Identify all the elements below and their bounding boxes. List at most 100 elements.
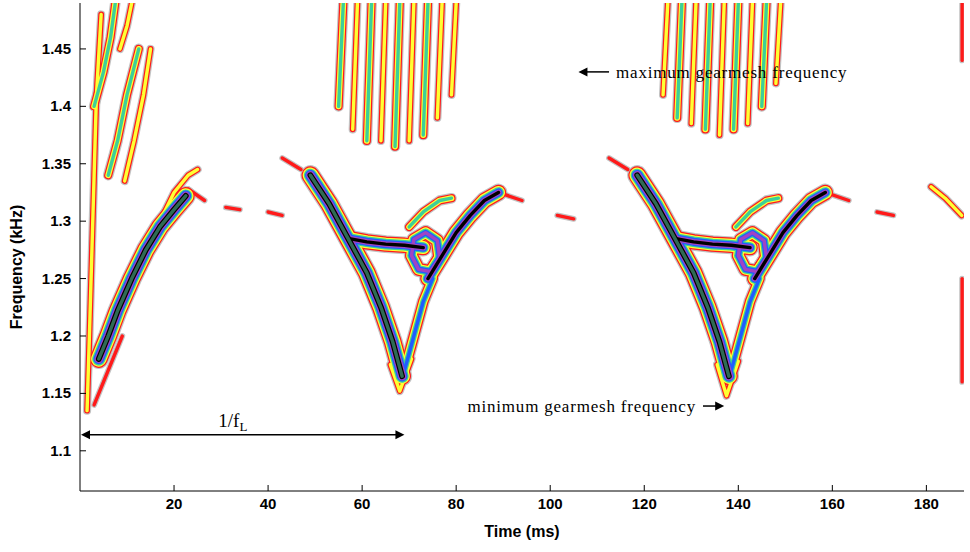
contour-level bbox=[637, 175, 729, 376]
y-tick bbox=[80, 221, 86, 222]
annotation: maximum gearmesh frequency bbox=[616, 63, 847, 82]
contour-level bbox=[404, 279, 432, 371]
y-tick-label: 1.2 bbox=[50, 327, 71, 344]
x-tick-label: 100 bbox=[538, 495, 563, 512]
contour-level bbox=[409, 3, 414, 141]
contour-level bbox=[268, 212, 282, 215]
contour-level bbox=[428, 192, 499, 278]
contour-level bbox=[339, 3, 344, 106]
contour-level bbox=[310, 175, 402, 376]
contour-level bbox=[755, 192, 826, 278]
x-tick bbox=[362, 485, 363, 491]
contour-level bbox=[381, 3, 386, 141]
contour-group bbox=[87, 3, 962, 411]
contour-level bbox=[677, 3, 682, 118]
contour-level bbox=[609, 158, 628, 169]
x-tick bbox=[738, 485, 739, 491]
arrow-head bbox=[81, 430, 90, 439]
contour-level bbox=[367, 3, 372, 141]
contour-level bbox=[99, 196, 186, 359]
contour-level bbox=[120, 3, 132, 49]
contour-level bbox=[99, 196, 186, 359]
contour-level bbox=[677, 3, 682, 118]
contour-level bbox=[451, 3, 456, 95]
y-tick bbox=[80, 278, 86, 279]
contour-level bbox=[94, 3, 115, 106]
contour-level bbox=[282, 158, 301, 169]
y-tick bbox=[80, 163, 86, 164]
y-tick-label: 1.45 bbox=[42, 40, 71, 57]
contour-level bbox=[637, 175, 729, 376]
y-tick bbox=[80, 393, 86, 394]
y-axis-line bbox=[80, 3, 81, 491]
contour-level bbox=[99, 196, 186, 359]
contour-level bbox=[762, 3, 767, 106]
contour-level bbox=[381, 3, 386, 141]
period-label: 1/fL bbox=[218, 410, 247, 434]
contour-level bbox=[395, 3, 400, 147]
contour-level bbox=[959, 279, 964, 382]
y-tick-label: 1.15 bbox=[42, 384, 71, 401]
contour-level bbox=[395, 3, 400, 147]
y-tick-label: 1.25 bbox=[42, 270, 71, 287]
contour-level bbox=[637, 175, 729, 376]
contour-level bbox=[437, 3, 442, 118]
contour-level bbox=[637, 175, 729, 376]
x-tick-label: 160 bbox=[820, 495, 845, 512]
contour-level bbox=[437, 3, 442, 118]
annotation-arrow bbox=[584, 71, 609, 73]
contour-level bbox=[451, 3, 456, 95]
x-axis-line bbox=[80, 491, 964, 492]
arrow-head bbox=[578, 67, 587, 76]
y-tick-label: 1.3 bbox=[50, 212, 71, 229]
y-tick bbox=[80, 106, 86, 107]
y-tick bbox=[80, 48, 86, 49]
contour-level bbox=[348, 238, 423, 247]
contour-level bbox=[108, 49, 139, 175]
contour-level bbox=[755, 192, 826, 278]
contour-level bbox=[877, 212, 893, 215]
contour-level bbox=[409, 3, 414, 141]
contour-level bbox=[404, 279, 432, 371]
contour-level bbox=[409, 198, 451, 227]
y-tick-label: 1.35 bbox=[42, 155, 71, 172]
contour-level bbox=[637, 175, 729, 376]
contour-level bbox=[637, 175, 729, 376]
contour-level bbox=[731, 279, 759, 371]
contour-level bbox=[120, 3, 132, 49]
annotation: minimum gearmesh frequency bbox=[467, 397, 696, 416]
contour-level bbox=[367, 3, 372, 141]
contour-level bbox=[931, 187, 962, 216]
contour-level bbox=[125, 49, 151, 181]
contour-level bbox=[108, 49, 139, 175]
contour-level bbox=[409, 198, 451, 227]
y-tick-label: 1.1 bbox=[50, 442, 71, 459]
contour-level bbox=[409, 3, 414, 141]
x-tick-label: 60 bbox=[354, 495, 371, 512]
contour-level bbox=[367, 3, 372, 141]
x-axis-title: Time (ms) bbox=[484, 523, 559, 540]
contour-level bbox=[226, 207, 240, 209]
contour-level bbox=[404, 279, 432, 371]
contour-level bbox=[108, 49, 139, 175]
contour-level bbox=[404, 279, 432, 371]
contour-level bbox=[353, 3, 358, 129]
contour-level bbox=[762, 3, 767, 106]
contour-level bbox=[268, 212, 282, 215]
chart: 204060801001201401601801.11.151.21.251.3… bbox=[0, 0, 970, 552]
contour-level bbox=[731, 279, 759, 371]
contour-level bbox=[755, 192, 826, 278]
contour-level bbox=[557, 215, 573, 218]
contour-level bbox=[310, 175, 402, 376]
contour-level bbox=[960, 279, 963, 382]
contour-level bbox=[428, 192, 499, 278]
contour-level bbox=[736, 198, 778, 227]
period-label-main: 1/f bbox=[218, 410, 240, 431]
x-tick-label: 140 bbox=[726, 495, 751, 512]
contour-level bbox=[367, 3, 372, 141]
contour-level bbox=[125, 49, 151, 181]
contour-level bbox=[99, 196, 186, 359]
contour-level bbox=[762, 3, 767, 106]
contour-level bbox=[310, 175, 402, 376]
x-tick bbox=[644, 485, 645, 491]
